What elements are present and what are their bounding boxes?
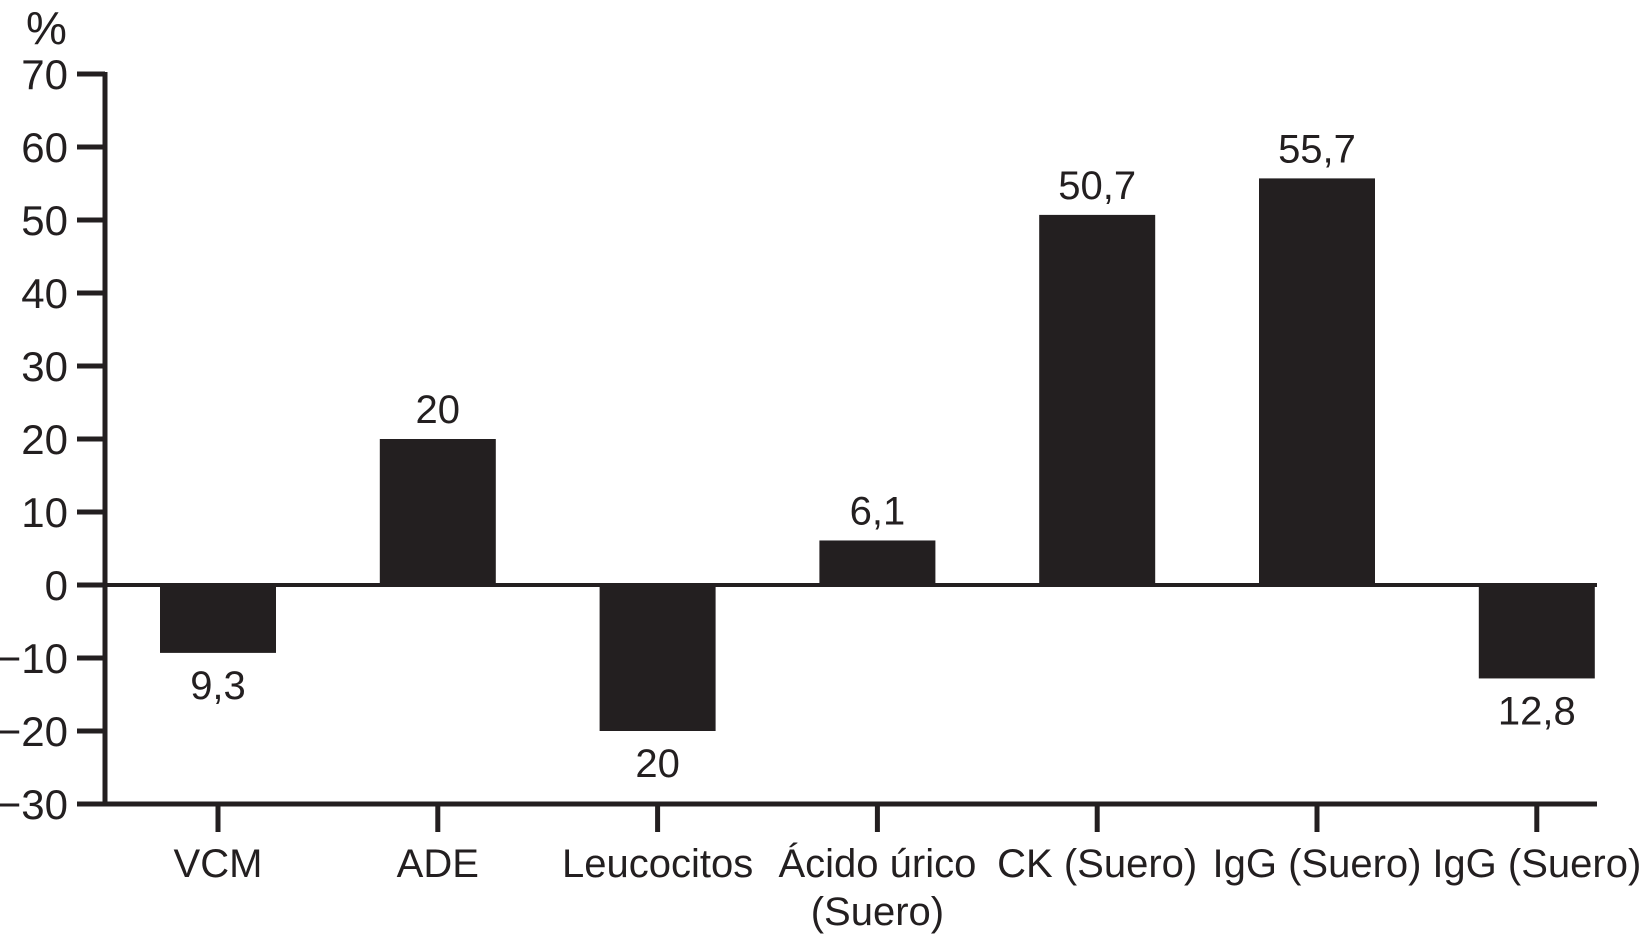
y-axis-tick-label: 10	[21, 489, 68, 536]
x-category-label: CK (Suero)	[997, 842, 1197, 886]
y-axis-tick-label: 40	[21, 270, 68, 317]
y-axis-tick-label: 70	[21, 51, 68, 98]
y-axis-tick-label: −20	[0, 708, 68, 755]
bar-value-label: 12,8	[1498, 689, 1576, 733]
y-axis-tick-label: 0	[45, 562, 68, 609]
y-axis-tick-label: 60	[21, 124, 68, 171]
bar-value-label: 20	[416, 388, 461, 432]
bar-value-label: 20	[635, 742, 680, 786]
x-category-label: Ácido úrico (Suero)	[778, 841, 976, 934]
y-axis-tick-label: 20	[21, 416, 68, 463]
y-axis-tick-label: −30	[0, 781, 68, 828]
bar	[819, 540, 936, 585]
x-category-label: Leucocitos	[562, 842, 753, 886]
y-axis-tick-label: 50	[21, 197, 68, 244]
y-axis-tick-label: −10	[0, 635, 68, 682]
x-category-label: IgG (Suero)	[1213, 842, 1422, 886]
x-category-label: ADE	[397, 842, 479, 886]
x-category-label: IgG (Suero)	[1432, 842, 1641, 886]
bar	[1478, 585, 1595, 679]
bar	[599, 585, 716, 731]
bar	[379, 439, 496, 585]
bar	[1259, 178, 1375, 585]
bar	[1039, 214, 1156, 585]
bar	[160, 585, 276, 653]
bar-value-label: 6,1	[850, 489, 906, 533]
bar-value-label: 55,7	[1278, 127, 1356, 171]
bar-value-label: 50,7	[1058, 164, 1136, 208]
y-axis-unit-label: %	[26, 2, 67, 54]
y-axis-tick-label: 30	[21, 343, 68, 390]
bar-value-label: 9,3	[190, 664, 246, 708]
x-category-label: VCM	[174, 842, 263, 886]
